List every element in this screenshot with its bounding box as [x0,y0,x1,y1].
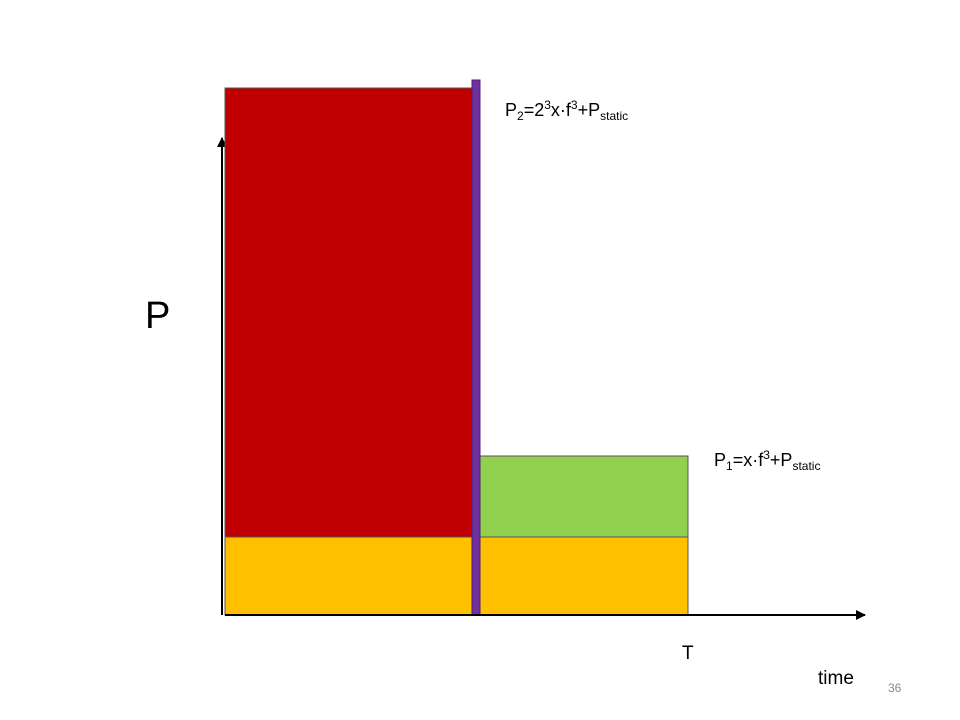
formula-part: static [792,459,820,473]
tick-label: T [682,643,694,664]
formula-part: P [714,450,726,470]
divider-bar [471,79,481,616]
formula-part: =2 [524,100,545,120]
formula-part: =x·f [733,450,765,470]
formula-part: +P [770,450,793,470]
static-power-block [224,536,689,616]
formula-part: x·f [551,100,572,120]
formula-part: 3 [544,98,551,112]
formula-part: static [600,109,628,123]
formula-part: P [505,100,517,120]
formula-part: 3 [763,448,770,462]
x-axis-label: time [818,668,854,689]
y-axis-label: P [145,295,170,337]
formula-part: 3 [571,98,578,112]
formula-low: P1=x·f3+Pstatic [714,448,820,473]
formula-part: 2 [517,109,524,123]
low-power-block [479,455,689,538]
formula-part: +P [578,100,601,120]
high-power-block [224,87,473,538]
formula-high: P2=23x·f3+Pstatic [505,98,628,123]
page-number: 36 [888,681,902,695]
formula-part: 1 [726,459,733,473]
